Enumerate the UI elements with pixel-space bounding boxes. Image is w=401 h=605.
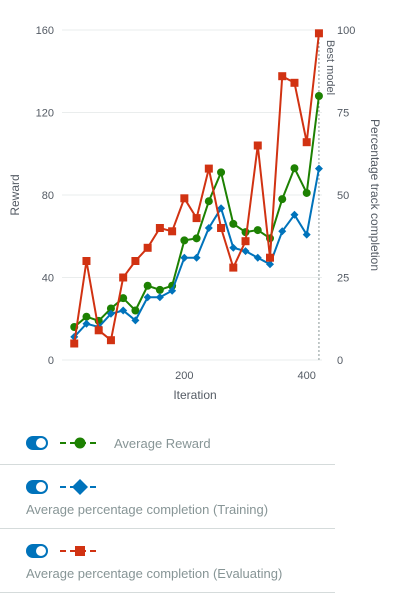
y-tick-label-right: 100 bbox=[337, 25, 355, 37]
series-layer bbox=[70, 29, 323, 348]
data-point-diamond bbox=[253, 253, 262, 262]
data-point-diamond bbox=[119, 306, 128, 315]
data-point-circle bbox=[131, 306, 140, 315]
legend-square-marker bbox=[75, 546, 85, 556]
data-point-diamond bbox=[266, 260, 274, 269]
x-axis-title: Iteration bbox=[173, 388, 216, 402]
right-axis-ticks: 0 25 50 75 100 bbox=[337, 25, 355, 367]
legend-divider bbox=[0, 528, 335, 529]
data-point-square bbox=[204, 164, 213, 173]
toggle-evaluating[interactable] bbox=[26, 544, 48, 558]
data-point-diamond bbox=[278, 227, 287, 236]
series-1 bbox=[70, 92, 323, 331]
data-point-square bbox=[302, 138, 311, 147]
y-tick-label-left: 160 bbox=[36, 25, 54, 37]
x-tick-label: 200 bbox=[175, 370, 193, 382]
y-tick-label-left: 40 bbox=[42, 273, 54, 285]
data-point-diamond bbox=[168, 286, 177, 295]
data-point-diamond bbox=[155, 293, 164, 302]
y-tick-label-right: 0 bbox=[337, 355, 343, 367]
data-point-circle bbox=[155, 285, 164, 294]
data-point-circle bbox=[290, 164, 299, 173]
legend-item-training: Average percentage completion (Training) bbox=[26, 476, 361, 517]
data-point-circle bbox=[278, 195, 287, 204]
data-point-diamond bbox=[180, 253, 189, 262]
data-point-square bbox=[168, 227, 177, 236]
data-point-circle bbox=[106, 304, 115, 313]
legend-circle-marker bbox=[74, 437, 86, 449]
x-tick-label: 400 bbox=[298, 370, 316, 382]
data-point-square bbox=[314, 29, 323, 38]
y-tick-label-left: 0 bbox=[48, 355, 54, 367]
data-point-square bbox=[106, 336, 115, 345]
data-point-diamond bbox=[229, 243, 238, 252]
data-point-circle bbox=[302, 188, 311, 197]
data-point-diamond bbox=[192, 253, 201, 262]
data-point-circle bbox=[143, 281, 152, 290]
data-point-circle bbox=[192, 234, 201, 243]
data-point-square bbox=[241, 237, 250, 246]
data-point-square bbox=[192, 214, 201, 223]
data-point-circle bbox=[229, 219, 238, 228]
data-point-diamond bbox=[290, 210, 299, 219]
data-point-circle bbox=[119, 294, 128, 303]
legend-label-training: Average percentage completion (Training) bbox=[26, 502, 269, 517]
legend-swatch-diamond-icon bbox=[60, 479, 100, 495]
data-point-square bbox=[229, 263, 238, 272]
legend-label-average-reward: Average Reward bbox=[114, 435, 211, 451]
toggle-training[interactable] bbox=[26, 480, 48, 494]
training-chart: 0 40 80 120 160 0 25 50 75 100 200 400 Best model… bbox=[8, 25, 382, 402]
y-tick-label-right: 50 bbox=[337, 190, 349, 202]
data-point-circle bbox=[314, 92, 323, 100]
data-point-square bbox=[94, 326, 103, 335]
data-point-square bbox=[70, 339, 79, 348]
legend-diamond-marker bbox=[72, 479, 88, 495]
data-point-circle bbox=[180, 236, 189, 245]
data-point-circle bbox=[82, 312, 91, 321]
data-point-diamond bbox=[143, 293, 152, 302]
data-point-diamond bbox=[204, 224, 213, 232]
data-point-square bbox=[278, 72, 287, 81]
data-point-square bbox=[143, 243, 152, 252]
data-point-circle bbox=[253, 226, 262, 235]
data-point-square bbox=[253, 141, 262, 150]
series-line bbox=[73, 95, 320, 328]
data-point-diamond bbox=[106, 309, 115, 318]
legend-swatch-circle-icon bbox=[60, 437, 100, 449]
data-point-square bbox=[82, 257, 91, 265]
data-point-diamond bbox=[131, 316, 140, 325]
data-point-diamond bbox=[82, 319, 91, 328]
data-point-square bbox=[290, 78, 299, 87]
data-point-square bbox=[180, 194, 189, 203]
legend-item-average-reward: Average Reward bbox=[26, 432, 361, 454]
data-point-diamond bbox=[302, 230, 311, 239]
series-3 bbox=[70, 29, 323, 348]
legend-item-evaluating: Average percentage completion (Evaluatin… bbox=[26, 540, 361, 581]
data-point-square bbox=[131, 257, 140, 265]
data-point-square bbox=[119, 273, 128, 282]
legend-swatch-square-icon bbox=[60, 546, 100, 556]
legend-divider bbox=[0, 592, 335, 593]
y-axis-title-right: Percentage track completion bbox=[368, 119, 382, 271]
x-axis-ticks: 200 400 bbox=[175, 370, 316, 382]
y-tick-label-right: 25 bbox=[337, 273, 349, 285]
y-axis-title-left: Reward bbox=[8, 174, 22, 215]
y-tick-label-right: 75 bbox=[337, 108, 349, 120]
data-point-square bbox=[266, 253, 274, 262]
data-point-square bbox=[217, 224, 226, 232]
data-point-diamond bbox=[217, 204, 226, 213]
legend-label-evaluating: Average percentage completion (Evaluatin… bbox=[26, 566, 283, 581]
best-model-label: Best model bbox=[324, 40, 336, 95]
data-point-circle bbox=[204, 197, 213, 206]
y-tick-label-left: 80 bbox=[42, 190, 54, 202]
data-point-circle bbox=[217, 168, 226, 177]
data-point-diamond bbox=[241, 247, 250, 256]
y-tick-label-left: 120 bbox=[36, 108, 54, 120]
data-point-square bbox=[155, 224, 164, 232]
left-axis-ticks: 0 40 80 120 160 bbox=[36, 25, 54, 367]
grid-lines bbox=[62, 29, 322, 361]
toggle-average-reward[interactable] bbox=[26, 436, 48, 450]
legend-divider bbox=[0, 464, 335, 465]
data-point-diamond bbox=[314, 164, 323, 173]
